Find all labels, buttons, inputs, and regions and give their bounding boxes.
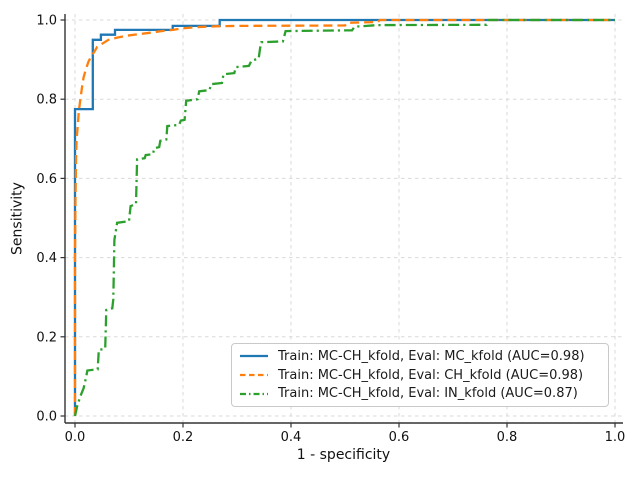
legend-line-sample-dashdot-icon bbox=[240, 392, 268, 395]
legend-label: Train: MC-CH_kfold, Eval: IN_kfold (AUC=… bbox=[278, 386, 578, 402]
svg-text:0.6: 0.6 bbox=[389, 430, 410, 445]
legend-item-in-kfold: Train: MC-CH_kfold, Eval: IN_kfold (AUC=… bbox=[239, 384, 600, 403]
y-axis-label: Sensitivity bbox=[9, 182, 26, 255]
legend: Train: MC-CH_kfold, Eval: MC_kfold (AUC=… bbox=[231, 343, 609, 407]
legend-line-sample-solid-icon bbox=[240, 355, 268, 358]
legend-label: Train: MC-CH_kfold, Eval: MC_kfold (AUC=… bbox=[278, 348, 585, 364]
svg-text:0.4: 0.4 bbox=[281, 430, 302, 445]
svg-text:0.0: 0.0 bbox=[36, 410, 57, 425]
svg-text:1.0: 1.0 bbox=[36, 14, 57, 29]
svg-text:0.0: 0.0 bbox=[65, 430, 86, 445]
svg-text:0.8: 0.8 bbox=[497, 430, 518, 445]
svg-text:1.0: 1.0 bbox=[605, 430, 626, 445]
legend-item-ch-kfold: Train: MC-CH_kfold, Eval: CH_kfold (AUC=… bbox=[239, 366, 600, 385]
legend-line-sample-dashed-icon bbox=[240, 373, 268, 377]
svg-text:0.8: 0.8 bbox=[36, 93, 57, 108]
svg-text:0.6: 0.6 bbox=[36, 172, 57, 187]
svg-text:0.2: 0.2 bbox=[173, 430, 194, 445]
legend-item-mc-kfold: Train: MC-CH_kfold, Eval: MC_kfold (AUC=… bbox=[239, 347, 600, 366]
svg-text:0.4: 0.4 bbox=[36, 251, 57, 266]
legend-label: Train: MC-CH_kfold, Eval: CH_kfold (AUC=… bbox=[278, 367, 584, 383]
svg-text:0.2: 0.2 bbox=[36, 330, 57, 345]
x-axis-label: 1 - specificity bbox=[296, 447, 391, 463]
